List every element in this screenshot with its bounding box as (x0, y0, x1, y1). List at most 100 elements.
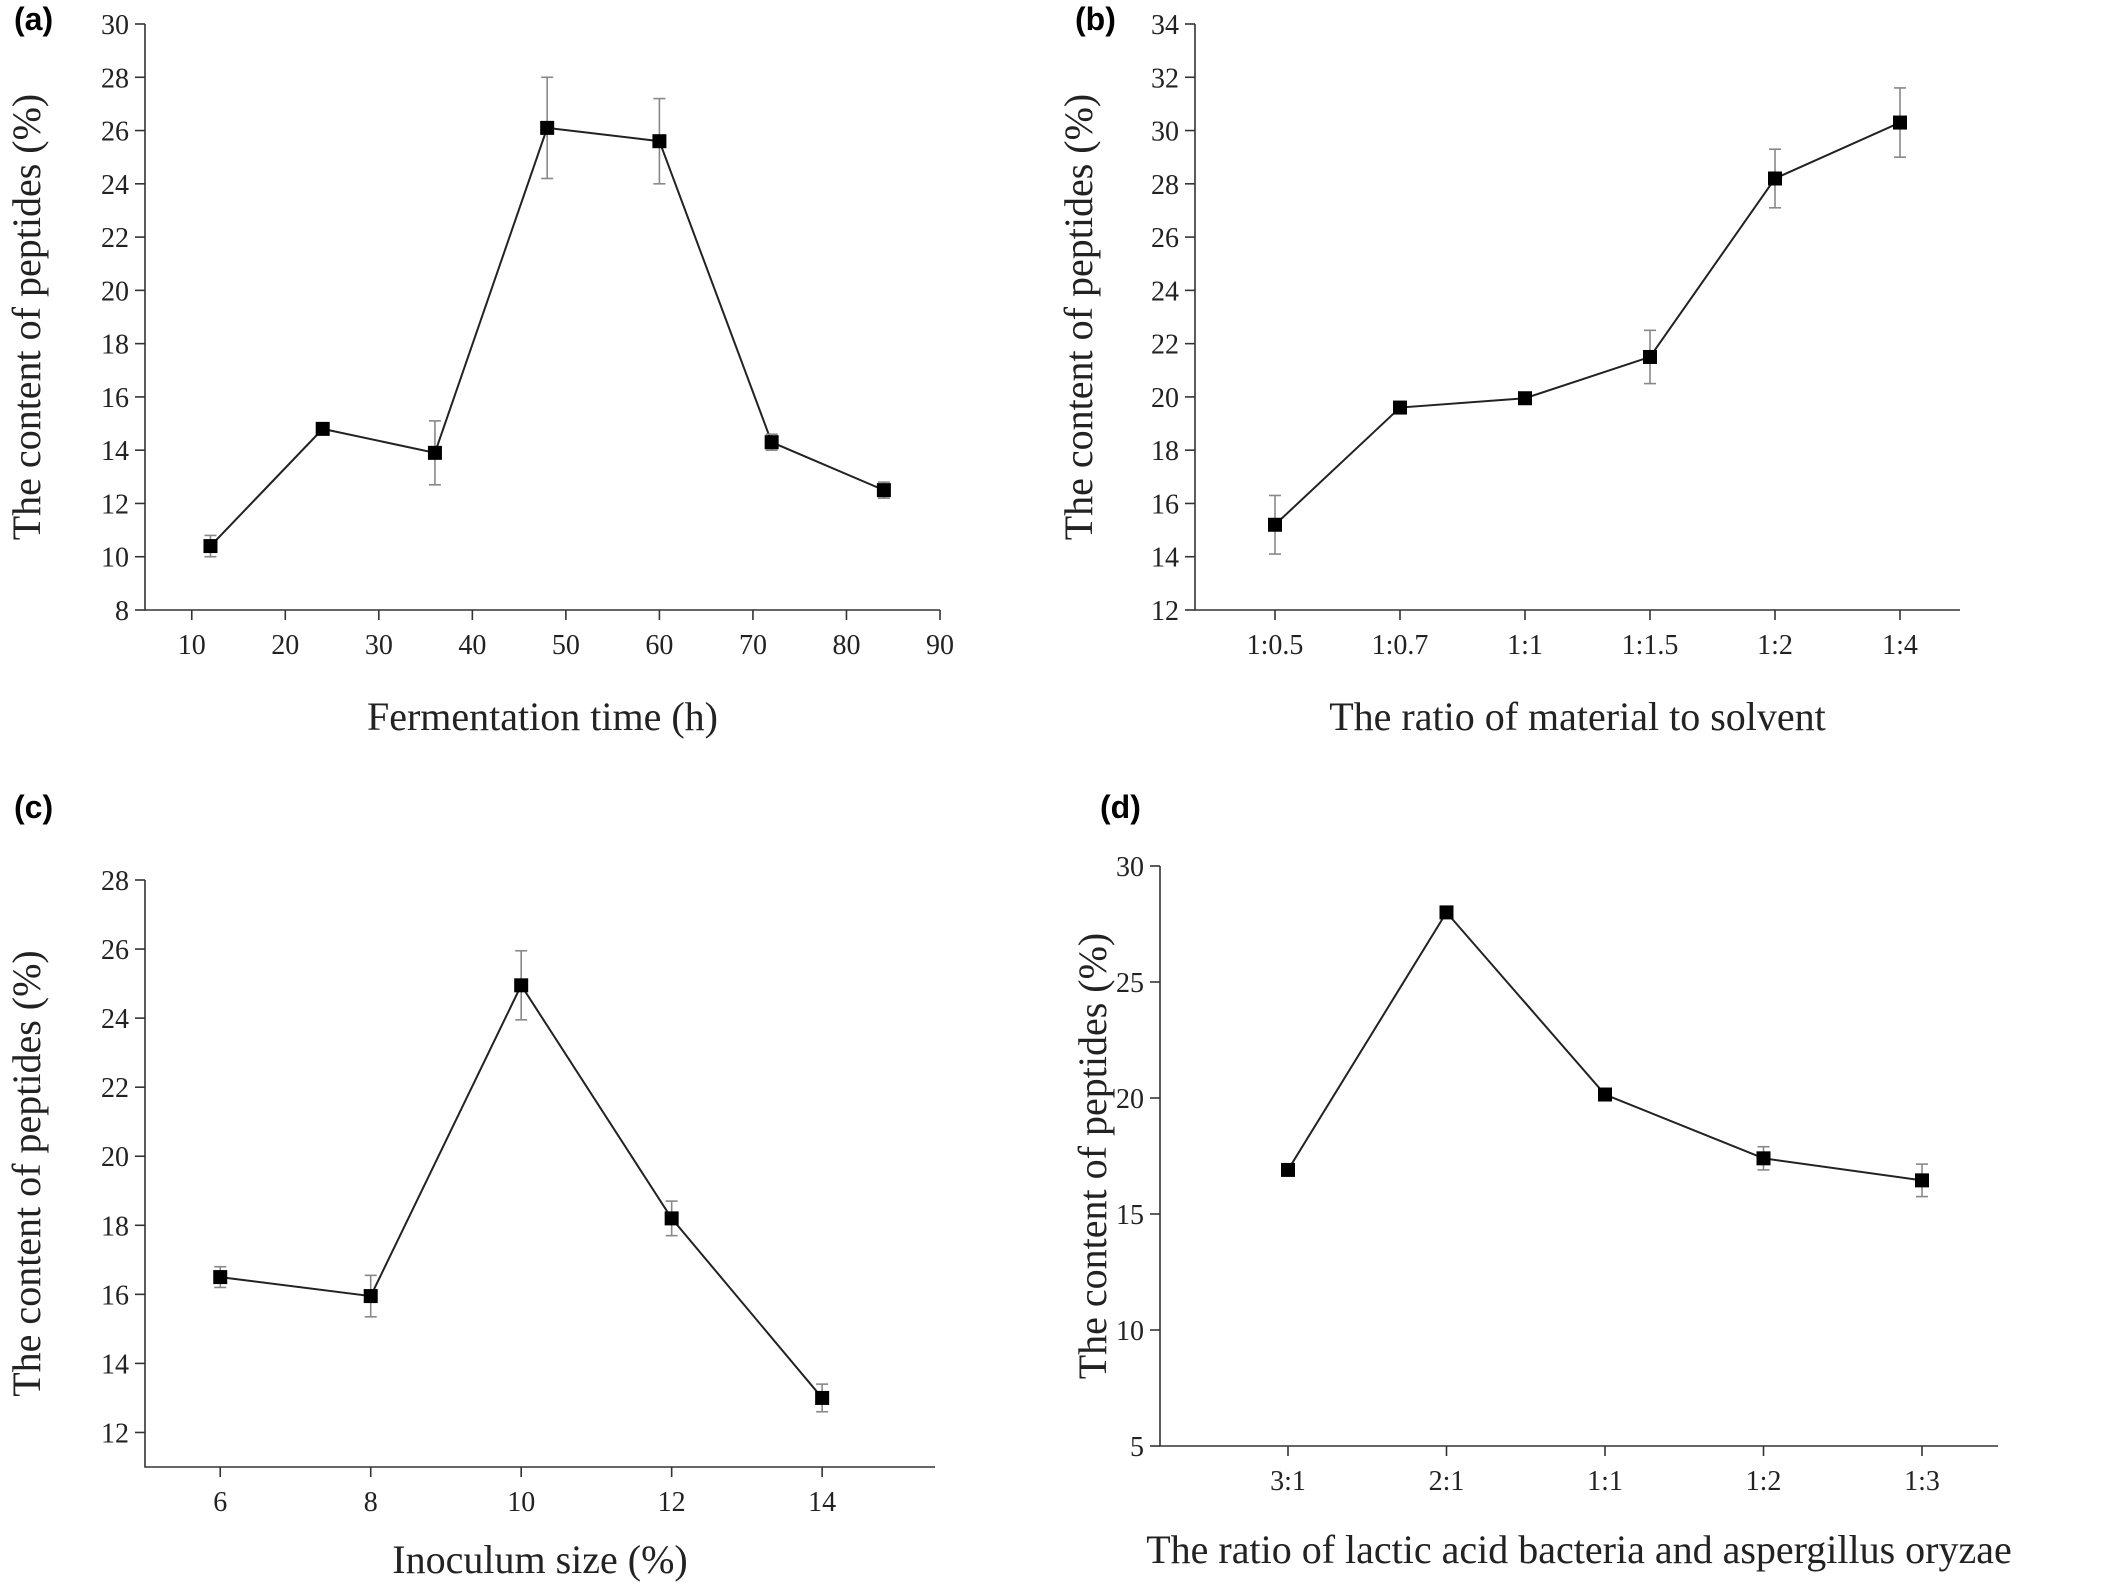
y-tick-label: 10 (1116, 1316, 1144, 1347)
x-axis-title: The ratio of material to solvent (1329, 694, 1826, 739)
series-line (1287, 910, 1923, 1182)
data-point (1756, 1151, 1771, 1166)
data-point (1915, 1173, 1929, 1188)
x-tick-label: 6 (213, 1487, 227, 1518)
y-tick-label: 12 (101, 1418, 129, 1449)
data-point (664, 1211, 679, 1226)
y-tick-label: 12 (1151, 596, 1179, 627)
chart-panel-c: (c) 12 14 16 18 20 22 24 26 28 6 8 10 12 14 Inoculum si… (4, 789, 935, 1582)
y-tick-label: 30 (1116, 852, 1144, 883)
y-tick-label: 30 (1151, 117, 1179, 148)
y-tick-label: 14 (1151, 543, 1179, 574)
y-tick-label: 5 (1130, 1432, 1144, 1463)
y-tick-label: 32 (1151, 63, 1179, 94)
x-tick-label: 12 (658, 1487, 686, 1518)
x-tick-label: 1:1 (1507, 630, 1543, 661)
x-tick-label: 1:4 (1882, 630, 1918, 661)
y-tick-label: 18 (101, 330, 129, 361)
x-tick-label: 2:1 (1429, 1466, 1465, 1497)
y-tick-label: 22 (101, 223, 129, 254)
y-tick-label: 10 (101, 543, 129, 574)
y-tick-label: 30 (101, 10, 129, 41)
y-axis-title: The content of peptides (%) (4, 94, 49, 541)
x-tick-label: 1:0.7 (1372, 630, 1429, 661)
data-point (1439, 905, 1454, 920)
series-line (209, 126, 885, 547)
data-point (203, 539, 218, 554)
y-tick-label: 15 (1116, 1200, 1144, 1231)
x-axis-title: The ratio of lactic acid bacteria and as… (1146, 1527, 2012, 1572)
panel-label: (c) (14, 789, 53, 825)
panel-label: (a) (14, 1, 53, 37)
data-point (540, 120, 555, 135)
y-tick-label: 16 (101, 383, 129, 414)
y-tick-label: 28 (101, 866, 129, 897)
axis-lines (1159, 866, 1998, 1447)
data-point (1768, 171, 1782, 186)
y-tick-label: 26 (1151, 223, 1179, 254)
axis-lines (144, 24, 940, 611)
y-tick-label: 22 (101, 1073, 129, 1104)
data-point (1643, 349, 1657, 364)
y-tick-label: 34 (1151, 10, 1179, 41)
data-point (1598, 1087, 1612, 1102)
y-tick-label: 20 (101, 276, 129, 307)
y-axis-title: The content of peptides (%) (1056, 94, 1101, 541)
y-tick-label: 20 (1116, 1084, 1144, 1115)
x-tick-label: 70 (739, 630, 767, 661)
x-tick-label: 1:3 (1904, 1466, 1940, 1497)
x-tick-label: 10 (507, 1487, 535, 1518)
panel-label: (b) (1075, 1, 1116, 37)
x-tick-label: 40 (458, 630, 486, 661)
x-tick-label: 1:1.5 (1622, 630, 1679, 661)
chart-panel-a: (a) 8 10 12 14 16 18 20 22 24 26 28 30 10 20 30 40 50 60 70… (4, 1, 954, 739)
y-tick-label: 25 (1116, 968, 1144, 999)
x-tick-label: 50 (552, 630, 580, 661)
x-axis-title: Inoculum size (%) (392, 1537, 687, 1582)
data-point (213, 1270, 228, 1285)
data-point (1268, 517, 1282, 532)
y-tick-label: 12 (101, 489, 129, 520)
y-tick-label: 14 (101, 1349, 129, 1380)
y-tick-label: 16 (101, 1280, 129, 1311)
x-axis-title: Fermentation time (h) (367, 694, 718, 739)
x-tick-label: 1:2 (1757, 630, 1793, 661)
series-line (220, 983, 823, 1399)
y-tick-label: 18 (1151, 436, 1179, 467)
x-tick-label: 10 (178, 630, 206, 661)
y-tick-label: 20 (1151, 383, 1179, 414)
data-point (652, 134, 667, 149)
axis-lines (144, 880, 935, 1468)
data-point (1518, 391, 1532, 406)
y-tick-label: 20 (101, 1142, 129, 1173)
panel-label: (d) (1100, 789, 1141, 825)
y-tick-label: 24 (1151, 276, 1179, 307)
x-tick-label: 1:1 (1587, 1466, 1623, 1497)
y-tick-label: 26 (101, 935, 129, 966)
data-point (876, 483, 891, 498)
data-point (427, 445, 442, 460)
y-tick-label: 28 (101, 63, 129, 94)
y-tick-label: 8 (115, 596, 129, 627)
y-tick-label: 14 (101, 436, 129, 467)
x-tick-label: 8 (364, 1487, 378, 1518)
data-point (815, 1390, 830, 1405)
data-point (514, 978, 529, 993)
data-point (1893, 115, 1907, 130)
x-tick-label: 3:1 (1270, 1466, 1306, 1497)
y-tick-label: 18 (101, 1211, 129, 1242)
y-tick-label: 26 (101, 117, 129, 148)
y-axis-title: The content of peptides (%) (4, 950, 49, 1397)
x-tick-label: 90 (926, 630, 954, 661)
x-tick-label: 80 (832, 630, 860, 661)
series-line (1274, 121, 1901, 526)
x-tick-label: 60 (645, 630, 673, 661)
data-point (1393, 400, 1407, 415)
x-tick-label: 30 (365, 630, 393, 661)
axis-lines (1194, 24, 1960, 611)
y-tick-label: 24 (101, 1004, 129, 1035)
x-tick-label: 20 (271, 630, 299, 661)
y-tick-label: 16 (1151, 489, 1179, 520)
y-tick-label: 28 (1151, 170, 1179, 201)
